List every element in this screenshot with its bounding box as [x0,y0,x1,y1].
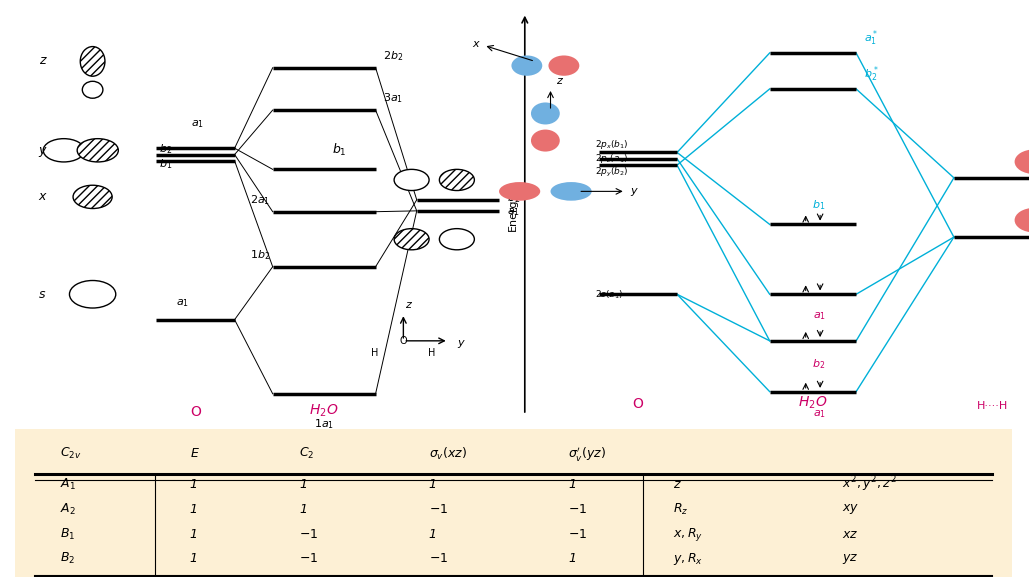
Text: $yz$: $yz$ [842,552,858,565]
Ellipse shape [511,56,542,76]
Text: $z$: $z$ [673,478,681,491]
Text: $a_1$: $a_1$ [507,206,521,218]
Text: $\sigma_v(xz)$: $\sigma_v(xz)$ [429,445,467,462]
Ellipse shape [551,182,592,201]
Text: $a_1$: $a_1$ [813,310,825,322]
Ellipse shape [80,46,105,76]
Text: $b_2^*$: $b_2^*$ [864,64,880,84]
Text: y: y [38,144,45,157]
Text: $xy$: $xy$ [842,502,859,516]
Ellipse shape [531,103,560,125]
Text: $y, R_x$: $y, R_x$ [673,550,703,567]
Text: $H_2O$: $H_2O$ [310,403,339,419]
Text: $2p_z(a_1)$: $2p_z(a_1)$ [595,153,628,165]
Ellipse shape [82,81,103,98]
Text: O: O [633,397,643,411]
Text: y: y [631,186,637,197]
FancyBboxPatch shape [15,429,1012,577]
Ellipse shape [394,169,429,190]
Text: 1: 1 [189,552,198,565]
Text: $b_2$: $b_2$ [813,357,825,371]
Ellipse shape [77,139,118,162]
Ellipse shape [531,129,560,151]
Text: $2p_y(b_2)$: $2p_y(b_2)$ [595,166,629,179]
Text: $C_2$: $C_2$ [299,446,315,461]
Text: y: y [457,338,463,348]
Text: $-1$: $-1$ [429,552,448,565]
Text: $3a_1$: $3a_1$ [383,91,403,105]
Text: Energy: Energy [507,192,518,231]
Text: z: z [404,300,411,310]
Text: H····H: H····H [978,401,1008,411]
Text: z: z [39,53,45,67]
Ellipse shape [69,281,115,308]
Text: $\sigma_v'(yz)$: $\sigma_v'(yz)$ [568,445,606,463]
Ellipse shape [1015,150,1029,174]
Text: $B_1$: $B_1$ [61,527,75,542]
Text: $2b_2$: $2b_2$ [383,49,403,63]
Text: x: x [38,190,45,204]
Text: $E$: $E$ [189,447,200,460]
Text: 1: 1 [299,503,308,516]
Text: $A_1$: $A_1$ [61,477,76,492]
Text: 1: 1 [568,552,576,565]
Text: H: H [428,347,436,358]
Text: $2p_x(b_1)$: $2p_x(b_1)$ [595,138,629,151]
Text: $x^2, y^2, z^2$: $x^2, y^2, z^2$ [842,475,897,495]
Text: $a_1^*$: $a_1^*$ [864,28,879,48]
Text: $2a_1$: $2a_1$ [250,193,271,206]
Ellipse shape [73,185,112,209]
Text: O: O [190,405,201,419]
Ellipse shape [548,56,579,76]
Ellipse shape [439,229,474,250]
Text: 1: 1 [299,478,308,491]
Text: z: z [556,75,562,85]
Text: 1: 1 [189,503,198,516]
Ellipse shape [499,182,540,201]
Text: $a_1$: $a_1$ [191,118,204,130]
Ellipse shape [439,169,474,190]
Text: $H_2O$: $H_2O$ [799,394,827,411]
Text: $B_2$: $B_2$ [61,551,75,566]
Text: $x, R_y$: $x, R_y$ [673,525,703,543]
Text: $C_{2v}$: $C_{2v}$ [61,446,82,461]
Ellipse shape [43,139,84,162]
Text: O: O [399,336,407,346]
Text: 1: 1 [429,528,436,541]
Text: $b_1$: $b_1$ [332,142,347,158]
Text: $1b_2$: $1b_2$ [250,248,271,262]
Text: $2s(a_1)$: $2s(a_1)$ [595,288,624,300]
Text: $a_1$: $a_1$ [176,298,188,309]
Text: $A_2$: $A_2$ [61,502,76,517]
Text: $-1$: $-1$ [299,552,319,565]
Text: $-1$: $-1$ [568,528,588,541]
Ellipse shape [394,229,429,250]
Text: $xz$: $xz$ [842,528,858,541]
Text: $a_1$: $a_1$ [813,408,825,419]
Text: 1: 1 [429,478,436,491]
Text: $-1$: $-1$ [429,503,448,516]
Text: $b_2$: $b_2$ [158,143,172,157]
Text: $b_1$: $b_1$ [813,198,825,212]
Text: x: x [472,39,478,49]
Text: 1: 1 [189,478,198,491]
Text: $1a_1$: $1a_1$ [314,417,334,431]
Text: 1: 1 [568,478,576,491]
Text: $-1$: $-1$ [568,503,588,516]
Text: $R_z$: $R_z$ [673,502,688,517]
Text: $b_2$: $b_2$ [507,191,521,205]
Ellipse shape [1015,208,1029,233]
Text: $b_1$: $b_1$ [158,157,172,171]
Text: 1: 1 [189,528,198,541]
Text: H: H [370,347,379,358]
Text: s: s [39,288,45,301]
Text: $-1$: $-1$ [299,528,319,541]
